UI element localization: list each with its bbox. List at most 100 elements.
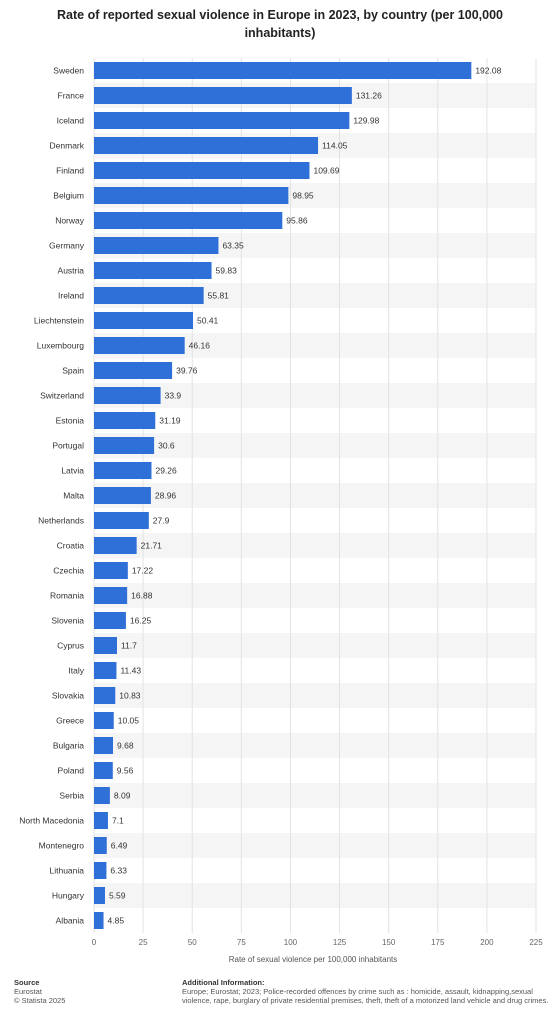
x-tick-labels: 0 25 50 75 100 125 150 175 200 225 [92,938,543,947]
x-tick-label: 225 [529,938,543,947]
bar [94,437,155,454]
bar [94,887,105,904]
value-label: 28.96 [155,491,177,501]
value-label: 9.68 [117,741,134,751]
value-label: 109.69 [313,166,339,176]
category-label: Sweden [53,66,84,76]
value-label: 129.98 [353,116,379,126]
category-label: Cyprus [57,641,84,651]
bar [94,687,116,704]
category-label: Hungary [52,891,85,901]
source-heading: Source [14,978,40,987]
category-label: Bulgaria [53,741,84,751]
category-labels: Sweden France Iceland Denmark Finland Belgium… [19,66,84,926]
value-label: 10.05 [118,716,140,726]
bar [94,587,128,604]
x-tick-label: 100 [284,938,298,947]
row-background [94,633,536,658]
bar [94,612,126,629]
bar [94,412,156,429]
bar [94,162,310,179]
row-background [94,883,536,908]
bar [94,662,117,679]
value-label: 17.22 [132,566,154,576]
row-background [94,733,536,758]
bar [94,487,151,504]
category-label: Austria [58,266,85,276]
x-tick-label: 125 [333,938,347,947]
value-label: 16.88 [131,591,153,601]
bar [94,387,161,404]
bar [94,812,108,829]
category-label: Lithuania [49,866,84,876]
x-tick-label: 200 [480,938,494,947]
row-background [94,783,536,808]
row-background [94,833,536,858]
row-background [94,433,536,458]
bar [94,787,110,804]
value-labels: 192.08 131.26 129.98 114.05 109.69 98.95 95.86… [108,66,502,926]
row-background [94,583,536,608]
bar [94,562,128,579]
category-label: Slovakia [52,691,84,701]
value-label: 11.7 [121,641,137,651]
category-label: North Macedonia [19,816,84,826]
value-label: 27.9 [153,516,170,526]
bar [94,87,352,104]
x-tick-label: 0 [92,938,97,947]
x-tick-label: 175 [431,938,445,947]
value-label: 6.33 [110,866,127,876]
category-label: Malta [63,491,84,501]
category-label: Poland [58,766,85,776]
category-label: Croatia [57,541,85,551]
source-name: Eurostat [14,987,42,996]
value-label: 29.26 [155,466,177,476]
value-label: 131.26 [356,91,382,101]
value-label: 31.19 [159,416,181,426]
value-label: 114.05 [322,141,348,151]
value-label: 9.56 [117,766,134,776]
value-label: 7.1 [112,816,124,826]
footer-additional-info: Additional Information: Europe; Eurostat… [182,978,552,1005]
chart-title: Rate of reported sexual violence in Euro… [57,8,503,40]
value-label: 46.16 [189,341,211,351]
value-label: 192.08 [475,66,501,76]
bar [94,462,152,479]
category-label: Montenegro [39,841,85,851]
value-label: 59.83 [216,266,238,276]
category-label: Germany [49,241,85,251]
category-label: Slovenia [51,616,84,626]
x-tick-label: 25 [139,938,148,947]
category-label: Latvia [61,466,84,476]
bar [94,362,173,379]
bar [94,337,185,354]
x-tick-label: 50 [188,938,197,947]
value-label: 98.95 [292,191,314,201]
x-tick-label: 150 [382,938,396,947]
bar [94,312,194,329]
bar [94,262,212,279]
category-label: Luxembourg [37,341,85,351]
category-label: Liechtenstein [34,316,84,326]
bar [94,62,472,79]
category-label: Belgium [53,191,84,201]
category-label: France [58,91,85,101]
category-label: Greece [56,716,84,726]
value-label: 6.49 [111,841,128,851]
bar [94,862,107,879]
value-label: 95.86 [286,216,308,226]
category-label: Denmark [50,141,85,151]
value-label: 33.9 [165,391,182,401]
x-tick-label: 75 [237,938,246,947]
value-label: 10.83 [119,691,141,701]
bar [94,537,137,554]
row-background [94,683,536,708]
value-label: 30.6 [158,441,175,451]
category-label: Norway [55,216,85,226]
bar [94,637,117,654]
value-label: 4.85 [108,916,125,926]
bar [94,287,204,304]
value-label: 11.43 [120,666,141,676]
value-label: 50.41 [197,316,219,326]
additional-info-text: Europe; Eurostat; 2023; Police-recorded … [182,987,549,1005]
